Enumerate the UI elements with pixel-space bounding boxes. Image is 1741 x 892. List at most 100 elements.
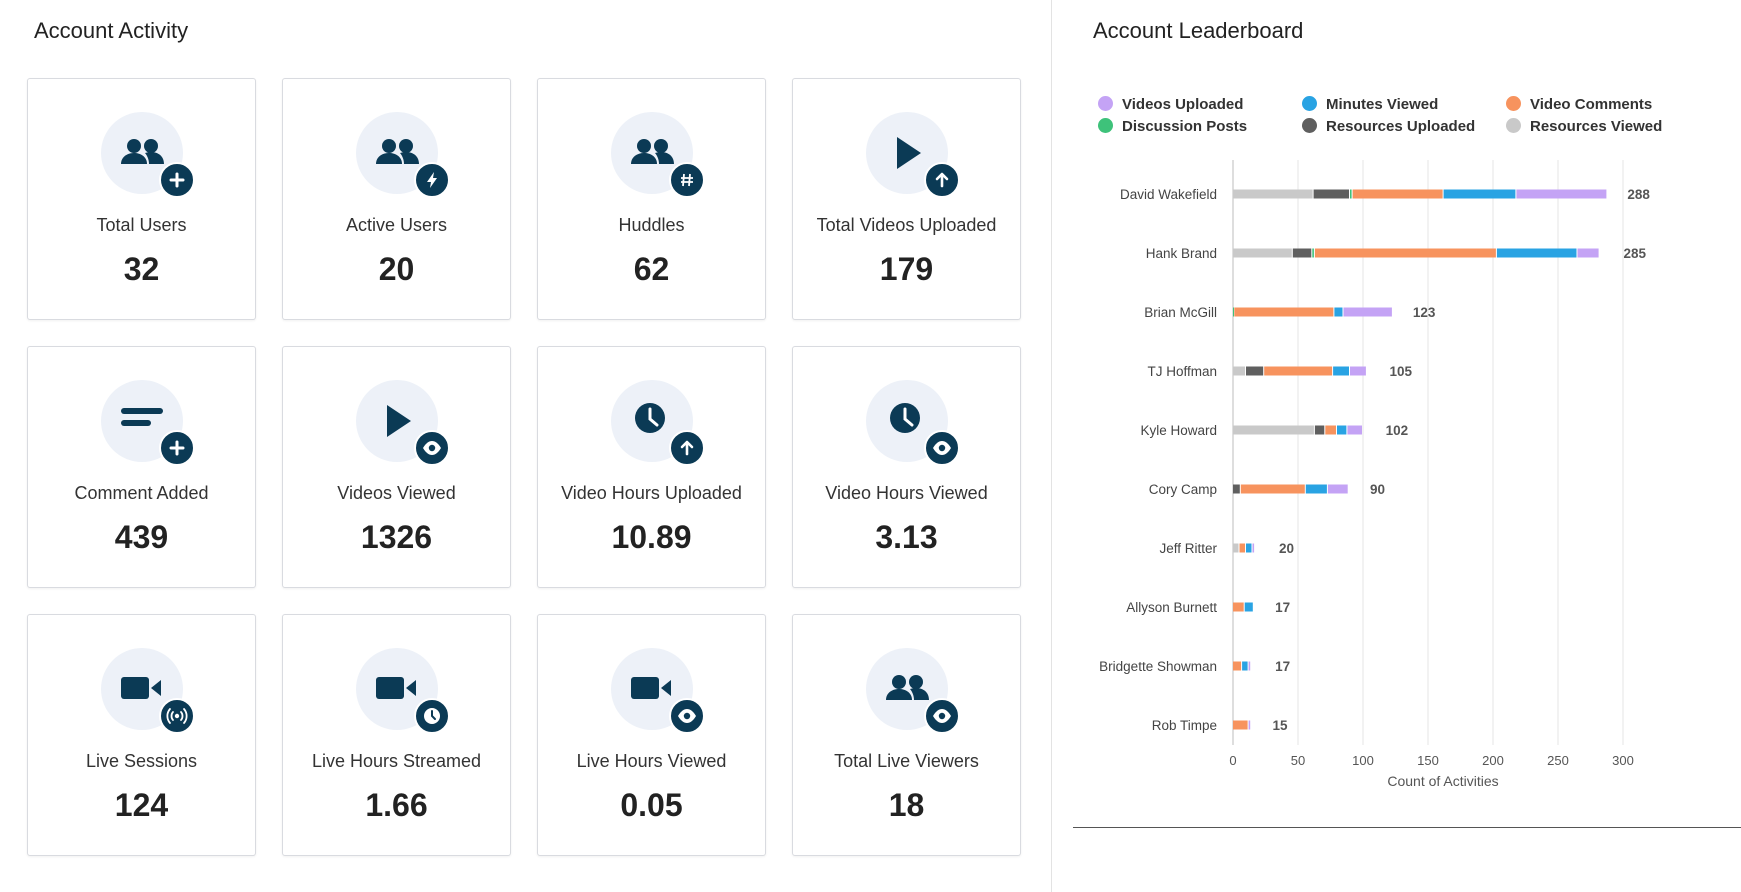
bar-segment-resources-viewed <box>1233 189 1313 199</box>
bar-segment-minutes-viewed <box>1305 484 1327 494</box>
bar-total-label: 17 <box>1275 600 1290 615</box>
stat-value: 179 <box>879 251 934 287</box>
bar-segment-resources-uploaded <box>1246 366 1264 376</box>
stat-card-live-hours-streamed: Live Hours Streamed 1.66 <box>282 614 511 856</box>
users-icon <box>120 139 164 164</box>
legend-item[interactable]: Videos Uploaded <box>1098 96 1243 113</box>
video-camera-icon <box>120 677 161 699</box>
card-icon-wrap <box>610 380 705 466</box>
stat-label: Total Live Viewers <box>834 751 979 771</box>
legend-marker <box>1506 118 1521 133</box>
legend-item[interactable]: Resources Uploaded <box>1302 118 1475 135</box>
legend-marker <box>1506 96 1521 111</box>
x-tick-label: 0 <box>1229 753 1236 768</box>
card-icon-wrap <box>865 112 960 198</box>
legend-item[interactable]: Resources Viewed <box>1506 118 1662 135</box>
bar-total-label: 17 <box>1275 659 1290 674</box>
legend-item[interactable]: Discussion Posts <box>1098 118 1247 135</box>
card-icon-wrap <box>865 648 960 734</box>
chart-legend: Videos Uploaded Minutes Viewed Video Comme… <box>1098 96 1718 142</box>
stat-card-videos-viewed: Videos Viewed 1326 <box>282 346 511 588</box>
x-tick-label: 250 <box>1547 753 1569 768</box>
bar-segment-resources-viewed <box>1233 425 1314 435</box>
play-icon <box>896 137 921 169</box>
legend-label: Resources Uploaded <box>1326 118 1476 135</box>
stat-value: 1.66 <box>365 787 428 823</box>
bar-segment-videos-uploaded <box>1577 248 1599 258</box>
video-camera-icon <box>630 677 671 699</box>
stat-label: Total Users <box>96 215 187 235</box>
legend-label: Discussion Posts <box>1122 118 1248 135</box>
bar-segment-video-comments <box>1240 484 1305 494</box>
card-icon-wrap <box>355 648 450 734</box>
stat-value: 1326 <box>360 519 433 555</box>
stat-label: Videos Viewed <box>337 483 456 503</box>
account-leaderboard-panel: Account Leaderboard Videos Uploaded Minut… <box>1053 0 1741 892</box>
category-label: Brian McGill <box>1144 305 1217 320</box>
bar-segment-discussion-posts <box>1350 189 1352 199</box>
bar-segment-discussion-posts <box>1312 248 1314 258</box>
stat-label: Video Hours Uploaded <box>561 483 742 503</box>
stat-label: Video Hours Viewed <box>825 483 988 503</box>
eye-icon <box>923 430 960 466</box>
bar-segment-videos-uploaded <box>1252 543 1255 553</box>
arrow-up-icon <box>923 162 960 198</box>
card-icon-wrap <box>100 648 195 734</box>
bar-segment-videos-uploaded <box>1516 189 1607 199</box>
x-axis-title: Count of Activities <box>1387 773 1498 789</box>
stat-card-active-users: Active Users 20 <box>282 78 511 320</box>
stat-value: 20 <box>378 251 415 287</box>
bar-segment-resources-viewed <box>1233 248 1292 258</box>
x-tick-label: 50 <box>1291 753 1305 768</box>
bar-segment-minutes-viewed <box>1334 307 1343 317</box>
card-icon-wrap <box>610 648 705 734</box>
x-tick-label: 100 <box>1352 753 1374 768</box>
bar-segment-resources-uploaded <box>1292 248 1312 258</box>
stat-card-total-videos-uploaded: Total Videos Uploaded 179 <box>792 78 1021 320</box>
eye-icon <box>413 430 450 466</box>
bar-segment-videos-uploaded <box>1248 720 1251 730</box>
legend-item[interactable]: Minutes Viewed <box>1302 96 1438 113</box>
bar-total-label: 105 <box>1390 364 1413 379</box>
legend-marker <box>1302 96 1317 111</box>
stat-card-total-users: Total Users 32 <box>27 78 256 320</box>
category-label: Kyle Howard <box>1140 423 1217 438</box>
bar-segment-resources-uploaded <box>1313 189 1349 199</box>
stat-card-live-sessions: Live Sessions 124 <box>27 614 256 856</box>
card-icon-wrap <box>865 380 960 466</box>
stat-label: Comment Added <box>74 483 209 503</box>
legend-item[interactable]: Video Comments <box>1506 96 1652 113</box>
stat-label: Total Videos Uploaded <box>816 215 997 235</box>
bar-total-label: 102 <box>1386 423 1409 438</box>
stat-value: 18 <box>888 787 925 823</box>
stat-label: Live Sessions <box>85 751 198 771</box>
category-label: Cory Camp <box>1149 482 1217 497</box>
video-camera-icon <box>375 677 416 699</box>
bar-segment-video-comments <box>1325 425 1336 435</box>
play-icon <box>386 405 411 437</box>
eye-icon <box>668 698 705 734</box>
card-icon-wrap <box>100 380 195 466</box>
bar-segment-videos-uploaded <box>1327 484 1348 494</box>
bar-segment-resources-uploaded <box>1314 425 1325 435</box>
users-icon <box>630 139 674 164</box>
account-activity-panel: Account Activity Total Users 32 Active U… <box>27 0 1052 892</box>
activity-title: Account Activity <box>34 18 189 43</box>
category-label: Rob Timpe <box>1152 718 1217 733</box>
clock-icon <box>634 403 665 433</box>
bar-segment-minutes-viewed <box>1246 543 1252 553</box>
stat-label: Live Hours Streamed <box>311 751 482 771</box>
users-icon <box>375 139 419 164</box>
bar-segment-video-comments <box>1264 366 1333 376</box>
stat-value: 32 <box>123 251 160 287</box>
plus-icon <box>158 162 195 198</box>
stat-label: Huddles <box>618 215 685 235</box>
panel-divider <box>1073 827 1741 828</box>
category-label: Hank Brand <box>1146 246 1217 261</box>
category-label: David Wakefield <box>1120 187 1217 202</box>
bar-segment-video-comments <box>1233 720 1248 730</box>
card-icon-wrap <box>610 112 705 198</box>
bar-segment-minutes-viewed <box>1443 189 1516 199</box>
bar-segment-discussion-posts <box>1233 307 1234 317</box>
users-icon <box>885 675 929 700</box>
